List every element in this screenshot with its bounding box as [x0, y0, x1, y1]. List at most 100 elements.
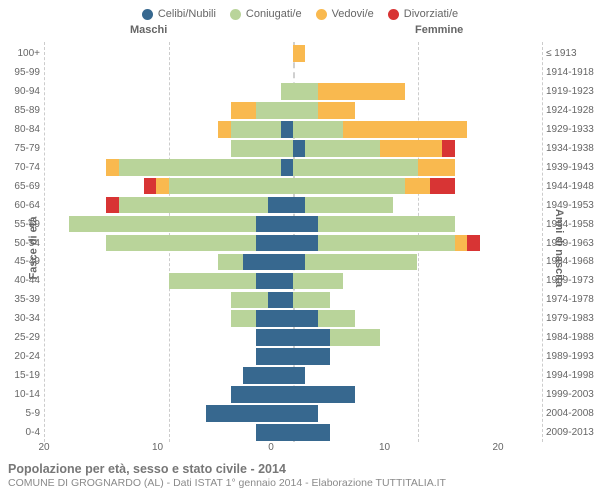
- bar-segment-c: [268, 197, 293, 214]
- male-half: [44, 252, 293, 271]
- bar-segment-c: [256, 329, 293, 346]
- female-half: [293, 177, 542, 196]
- female-half: [293, 252, 542, 271]
- female-half: [293, 196, 542, 215]
- age-label: 70-74: [0, 158, 44, 177]
- header-male: Maschi: [130, 24, 167, 36]
- caption: Popolazione per età, sesso e stato civil…: [0, 458, 600, 489]
- bar-segment-v: [293, 45, 305, 62]
- male-half: [44, 215, 293, 234]
- male-half: [44, 234, 293, 253]
- male-half: [44, 63, 293, 82]
- x-tick: 10: [379, 442, 390, 453]
- gender-headers: Maschi Femmine: [0, 24, 600, 42]
- bar-segment-c: [281, 121, 293, 138]
- bar-segment-co: [231, 310, 256, 327]
- bar-segment-c: [256, 216, 293, 233]
- age-label: 30-34: [0, 309, 44, 328]
- bar-segment-c: [293, 386, 355, 403]
- bar-segment-c: [293, 235, 318, 252]
- x-tick: 20: [492, 442, 503, 453]
- year-label: 1939-1943: [542, 158, 600, 177]
- pyramid-row: [44, 385, 542, 404]
- bar-segment-c: [293, 348, 330, 365]
- bar-segment-v: [418, 159, 455, 176]
- pyramid-row: [44, 328, 542, 347]
- age-label: 65-69: [0, 177, 44, 196]
- year-label: 1959-1963: [542, 234, 600, 253]
- legend-dot: [388, 9, 399, 20]
- bar-segment-co: [293, 159, 418, 176]
- bar-segment-c: [293, 254, 305, 271]
- bar-segment-v: [218, 121, 230, 138]
- pyramid-row: [44, 271, 542, 290]
- bar-segment-co: [293, 121, 343, 138]
- x-tick: 20: [38, 442, 49, 453]
- age-label: 80-84: [0, 120, 44, 139]
- legend-dot: [316, 9, 327, 20]
- year-labels-column: ≤ 19131914-19181919-19231924-19281929-19…: [542, 42, 600, 442]
- bar-segment-co: [218, 254, 243, 271]
- bar-segment-co: [293, 273, 343, 290]
- x-tick: 0: [268, 442, 274, 453]
- grid-line: [542, 42, 543, 442]
- bar-segment-c: [293, 424, 330, 441]
- year-label: 1964-1968: [542, 252, 600, 271]
- pyramid-row: [44, 82, 542, 101]
- female-half: [293, 347, 542, 366]
- male-half: [44, 158, 293, 177]
- pyramid-row: [44, 290, 542, 309]
- female-half: [293, 385, 542, 404]
- pyramid-row: [44, 120, 542, 139]
- bar-segment-co: [293, 102, 318, 119]
- bar-segment-c: [243, 367, 293, 384]
- bar-segment-d: [144, 178, 156, 195]
- pyramid-row: [44, 101, 542, 120]
- legend-dot: [142, 9, 153, 20]
- female-half: [293, 63, 542, 82]
- year-label: 1944-1948: [542, 177, 600, 196]
- male-half: [44, 139, 293, 158]
- age-label: 10-14: [0, 385, 44, 404]
- female-half: [293, 234, 542, 253]
- year-label: 2004-2008: [542, 404, 600, 423]
- bar-segment-co: [256, 102, 293, 119]
- bar-segment-co: [318, 216, 455, 233]
- chart-title: Popolazione per età, sesso e stato civil…: [8, 462, 592, 476]
- bar-segment-v: [106, 159, 118, 176]
- female-half: [293, 404, 542, 423]
- y-axis-right-title: Anni di nascita: [553, 209, 565, 287]
- pyramid-row: [44, 423, 542, 442]
- year-label: 1919-1923: [542, 82, 600, 101]
- legend-item: Vedovi/e: [316, 8, 374, 20]
- pyramid-row: [44, 215, 542, 234]
- bar-segment-co: [293, 292, 330, 309]
- female-half: [293, 120, 542, 139]
- legend-dot: [230, 9, 241, 20]
- male-half: [44, 423, 293, 442]
- male-half: [44, 290, 293, 309]
- year-label: 1949-1953: [542, 196, 600, 215]
- bar-segment-co: [169, 273, 256, 290]
- bar-segment-co: [318, 235, 455, 252]
- pyramid-row: [44, 252, 542, 271]
- year-label: ≤ 1913: [542, 44, 600, 63]
- pyramid-row: [44, 158, 542, 177]
- legend-item: Coniugati/e: [230, 8, 302, 20]
- legend-item: Divorziati/e: [388, 8, 458, 20]
- plot-area: [44, 42, 542, 442]
- male-half: [44, 120, 293, 139]
- pyramid-row: [44, 366, 542, 385]
- male-half: [44, 101, 293, 120]
- age-label: 85-89: [0, 101, 44, 120]
- year-label: 1969-1973: [542, 271, 600, 290]
- female-half: [293, 82, 542, 101]
- age-label: 75-79: [0, 139, 44, 158]
- bar-segment-c: [256, 310, 293, 327]
- age-label: 90-94: [0, 82, 44, 101]
- bar-segment-v: [343, 121, 468, 138]
- y-axis-left-title: Fasce di età: [27, 217, 39, 280]
- legend-label: Divorziati/e: [404, 8, 458, 20]
- year-label: 1924-1928: [542, 101, 600, 120]
- legend-label: Celibi/Nubili: [158, 8, 216, 20]
